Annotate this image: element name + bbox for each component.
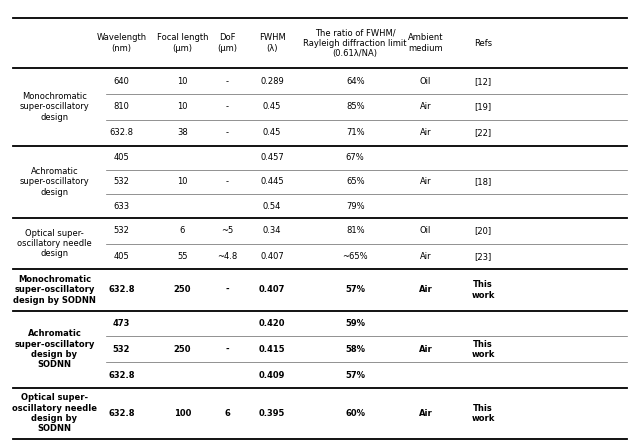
Text: Air: Air bbox=[419, 409, 433, 418]
Text: 6: 6 bbox=[180, 226, 185, 235]
Text: 250: 250 bbox=[173, 345, 191, 354]
Text: Air: Air bbox=[419, 345, 433, 354]
Text: This
work: This work bbox=[472, 280, 495, 299]
Text: This
work: This work bbox=[472, 340, 495, 359]
Text: 0.45: 0.45 bbox=[263, 128, 281, 137]
Text: Wavelength
(nm): Wavelength (nm) bbox=[97, 33, 147, 53]
Text: ~65%: ~65% bbox=[342, 252, 368, 261]
Text: 64%: 64% bbox=[346, 77, 365, 86]
Text: 632.8: 632.8 bbox=[108, 409, 135, 418]
Text: The ratio of FWHM/
Rayleigh diffraction limit
(0.61λ/NA): The ratio of FWHM/ Rayleigh diffraction … bbox=[303, 28, 407, 58]
Text: -: - bbox=[225, 345, 229, 354]
Text: ~5: ~5 bbox=[221, 226, 234, 235]
Text: Achromatic
super-oscillatory
design: Achromatic super-oscillatory design bbox=[20, 167, 89, 197]
Text: Oil: Oil bbox=[420, 77, 431, 86]
Text: 633: 633 bbox=[113, 202, 130, 210]
Text: [20]: [20] bbox=[475, 226, 492, 235]
Text: -: - bbox=[225, 285, 229, 294]
Text: Air: Air bbox=[420, 177, 431, 187]
Text: 532: 532 bbox=[113, 345, 131, 354]
Text: 405: 405 bbox=[114, 252, 129, 261]
Text: 85%: 85% bbox=[346, 102, 365, 112]
Text: 79%: 79% bbox=[346, 202, 365, 210]
Text: [12]: [12] bbox=[475, 77, 492, 86]
Text: 632.8: 632.8 bbox=[108, 285, 135, 294]
Text: 67%: 67% bbox=[346, 153, 365, 162]
Text: Monochromatic
super-oscillatory
design: Monochromatic super-oscillatory design bbox=[20, 92, 89, 122]
Text: 0.420: 0.420 bbox=[259, 319, 285, 328]
Text: 0.395: 0.395 bbox=[259, 409, 285, 418]
Text: ~4.8: ~4.8 bbox=[217, 252, 237, 261]
Text: 81%: 81% bbox=[346, 226, 365, 235]
Text: 0.34: 0.34 bbox=[263, 226, 281, 235]
Text: 58%: 58% bbox=[345, 345, 365, 354]
Text: Air: Air bbox=[419, 285, 433, 294]
Text: 532: 532 bbox=[114, 177, 129, 187]
Text: 632.8: 632.8 bbox=[109, 128, 134, 137]
Text: 640: 640 bbox=[114, 77, 129, 86]
Text: 71%: 71% bbox=[346, 128, 365, 137]
Text: This
work: This work bbox=[472, 404, 495, 423]
Text: FWHM
(λ): FWHM (λ) bbox=[259, 33, 285, 53]
Text: Achromatic
super-oscillatory
design by
SODNN: Achromatic super-oscillatory design by S… bbox=[14, 329, 95, 369]
Text: 0.407: 0.407 bbox=[260, 252, 284, 261]
Text: Oil: Oil bbox=[420, 226, 431, 235]
Text: 473: 473 bbox=[113, 319, 131, 328]
Text: 38: 38 bbox=[177, 128, 188, 137]
Text: 6: 6 bbox=[224, 409, 230, 418]
Text: 0.45: 0.45 bbox=[263, 102, 281, 112]
Text: 10: 10 bbox=[177, 102, 188, 112]
Text: Refs: Refs bbox=[474, 39, 492, 47]
Text: Air: Air bbox=[420, 128, 431, 137]
Text: 0.445: 0.445 bbox=[260, 177, 284, 187]
Text: 0.415: 0.415 bbox=[259, 345, 285, 354]
Text: Optical super-
oscillatory needle
design: Optical super- oscillatory needle design bbox=[17, 229, 92, 258]
Text: 60%: 60% bbox=[345, 409, 365, 418]
Text: DoF
(μm): DoF (μm) bbox=[217, 33, 237, 53]
Text: Air: Air bbox=[420, 252, 431, 261]
Text: 405: 405 bbox=[114, 153, 129, 162]
Text: Ambient
medium: Ambient medium bbox=[408, 33, 444, 53]
Text: [23]: [23] bbox=[475, 252, 492, 261]
Text: -: - bbox=[226, 128, 228, 137]
Text: [22]: [22] bbox=[475, 128, 492, 137]
Text: 59%: 59% bbox=[345, 319, 365, 328]
Text: [19]: [19] bbox=[475, 102, 492, 112]
Text: 55: 55 bbox=[177, 252, 188, 261]
Text: 10: 10 bbox=[177, 77, 188, 86]
Text: 65%: 65% bbox=[346, 177, 365, 187]
Text: [18]: [18] bbox=[475, 177, 492, 187]
Text: Focal length
(μm): Focal length (μm) bbox=[157, 33, 208, 53]
Text: -: - bbox=[226, 177, 228, 187]
Text: -: - bbox=[226, 77, 228, 86]
Text: 100: 100 bbox=[173, 409, 191, 418]
Text: 0.457: 0.457 bbox=[260, 153, 284, 162]
Text: Optical super-
oscillatory needle
design by
SODNN: Optical super- oscillatory needle design… bbox=[12, 393, 97, 433]
Text: -: - bbox=[226, 102, 228, 112]
Text: 632.8: 632.8 bbox=[108, 370, 135, 380]
Text: 57%: 57% bbox=[345, 370, 365, 380]
Text: Monochromatic
super-oscillatory
design by SODNN: Monochromatic super-oscillatory design b… bbox=[13, 275, 96, 305]
Text: Air: Air bbox=[420, 102, 431, 112]
Text: 10: 10 bbox=[177, 177, 188, 187]
Text: 57%: 57% bbox=[345, 285, 365, 294]
Text: 0.409: 0.409 bbox=[259, 370, 285, 380]
Text: 0.407: 0.407 bbox=[259, 285, 285, 294]
Text: 0.289: 0.289 bbox=[260, 77, 284, 86]
Text: 0.54: 0.54 bbox=[263, 202, 281, 210]
Text: 532: 532 bbox=[114, 226, 129, 235]
Text: 810: 810 bbox=[114, 102, 129, 112]
Text: 250: 250 bbox=[173, 285, 191, 294]
